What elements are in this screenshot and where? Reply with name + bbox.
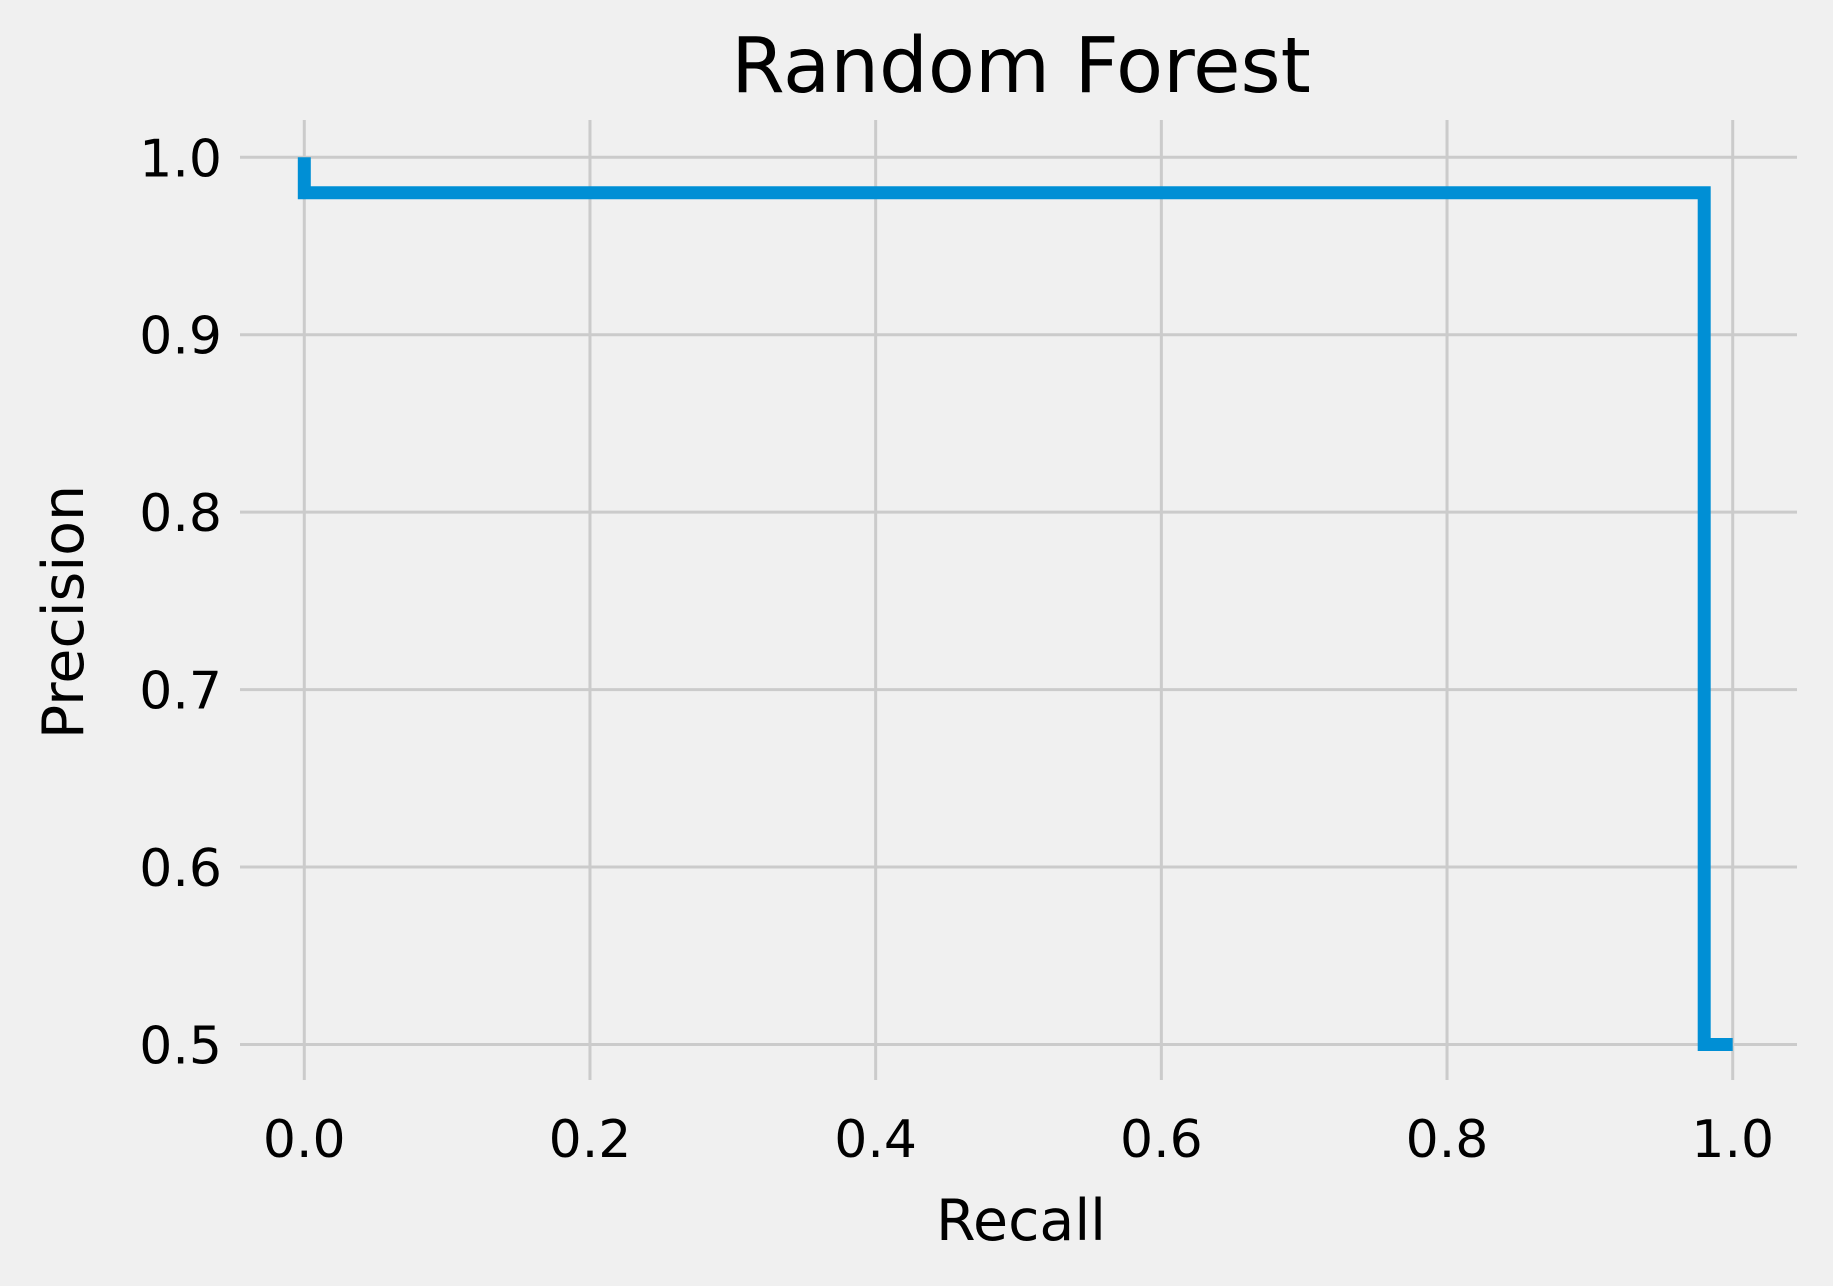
- y-tick-label-3: 0.8: [139, 484, 222, 544]
- x-tick-label-4: 0.8: [1406, 1110, 1489, 1170]
- y-tick-label-2: 0.7: [139, 662, 222, 722]
- x-tick-label-2: 0.4: [834, 1110, 917, 1170]
- x-axis-label: Recall: [936, 1188, 1106, 1254]
- grid: [240, 120, 1797, 1080]
- chart-title: Random Forest: [731, 22, 1311, 111]
- series-line-0: [297, 157, 1733, 1051]
- x-tick-label-3: 0.6: [1120, 1110, 1203, 1170]
- x-tick-label-1: 0.2: [549, 1110, 632, 1170]
- x-tick-labels: 0.0 0.2 0.4 0.6 0.8 1.0: [263, 1110, 1774, 1170]
- y-tick-label-4: 0.9: [139, 307, 222, 367]
- y-tick-label-0: 0.5: [139, 1017, 222, 1077]
- x-tick-label-0: 0.0: [263, 1110, 346, 1170]
- series-layer: [297, 157, 1733, 1051]
- x-tick-label-5: 1.0: [1691, 1110, 1774, 1170]
- y-tick-label-1: 0.6: [139, 839, 222, 899]
- y-axis-label: Precision: [31, 485, 97, 739]
- y-tick-label-5: 1.0: [139, 129, 222, 189]
- y-tick-labels: 0.5 0.6 0.7 0.8 0.9 1.0: [139, 129, 222, 1076]
